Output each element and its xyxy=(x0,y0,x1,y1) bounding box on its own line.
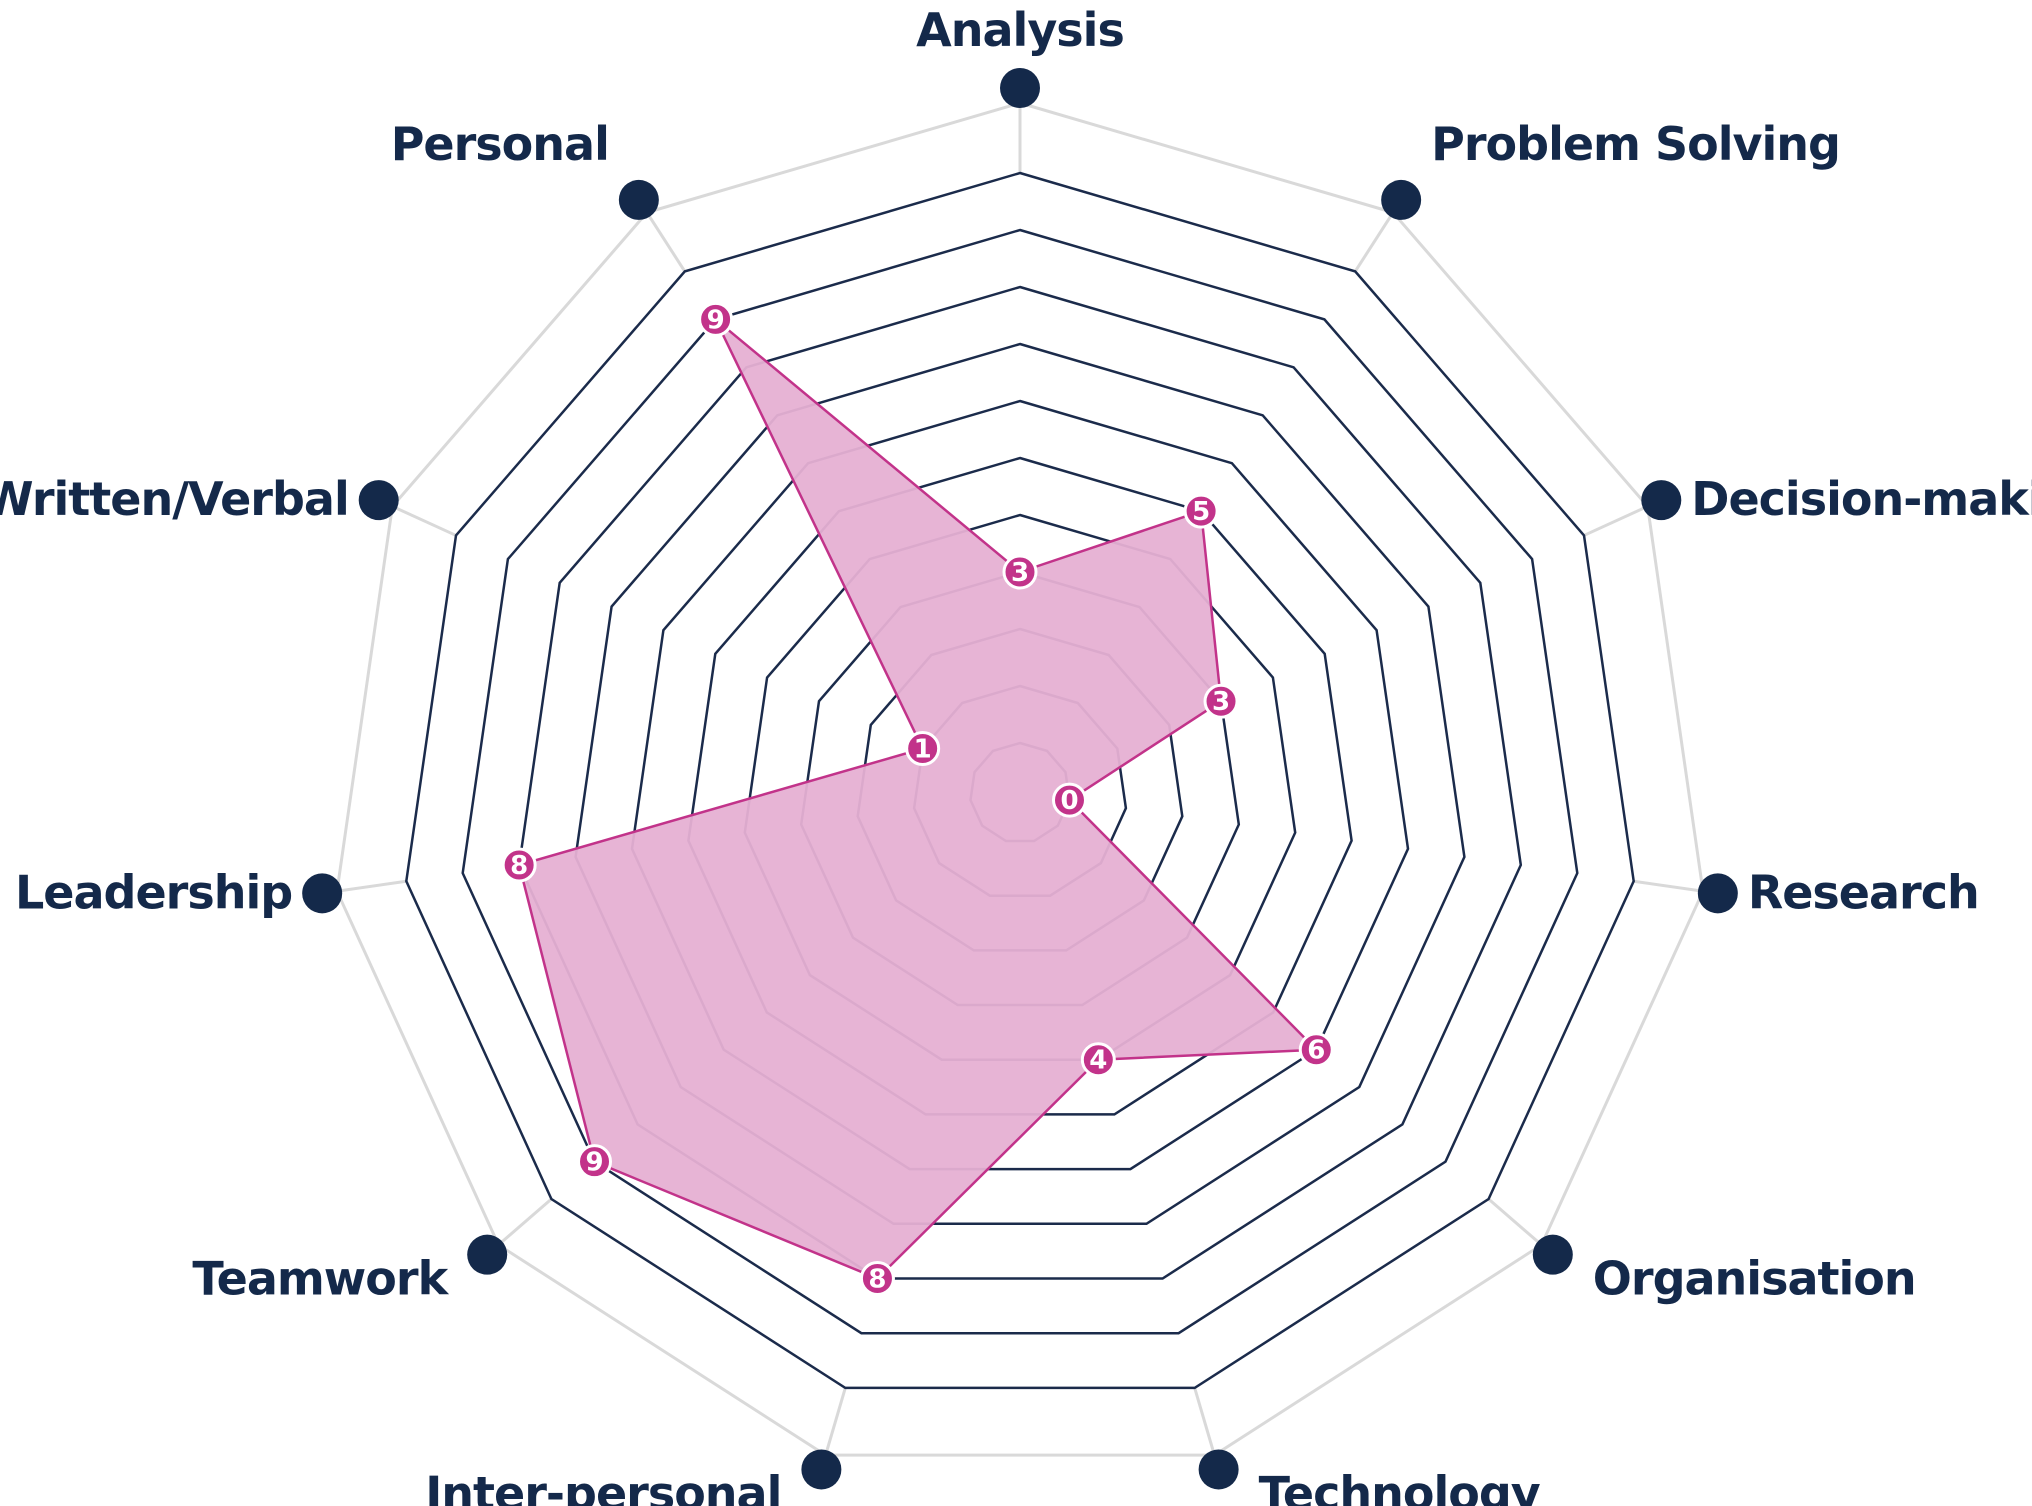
data-point: 8 xyxy=(859,1261,895,1297)
axis-dot-organisation xyxy=(1532,1234,1573,1275)
data-point-value-label: 0 xyxy=(1060,786,1078,816)
axis-labels: Analysis Problem Solving Decision-making Re… xyxy=(0,3,2032,1506)
axis-dot-written-verbal xyxy=(358,480,399,521)
data-point-marker xyxy=(1002,554,1038,590)
data-markers: 3 5 3 0 6 4 8 9 8 1 9 xyxy=(501,301,1334,1297)
data-point: 8 xyxy=(501,847,537,883)
data-point: 0 xyxy=(1051,782,1087,818)
data-point: 9 xyxy=(577,1144,613,1180)
grid-ring-8 xyxy=(517,285,1523,1280)
data-point-marker xyxy=(1080,1042,1116,1078)
data-point-value-label: 5 xyxy=(1192,497,1210,527)
grid-ring-10 xyxy=(405,171,1635,1390)
axis-label-teamwork: Teamwork xyxy=(192,1252,449,1306)
data-point-value-label: 6 xyxy=(1307,1036,1325,1066)
axis-dot-leadership xyxy=(302,873,343,914)
outer-ring-polygon xyxy=(335,101,1705,1457)
data-point: 3 xyxy=(1002,554,1038,590)
axis-dots xyxy=(302,68,1738,1490)
axis-label-analysis: Analysis xyxy=(916,3,1124,57)
data-point-marker xyxy=(1298,1032,1334,1068)
data-point-value-label: 1 xyxy=(914,735,932,765)
grid-ring-9 xyxy=(461,228,1579,1335)
data-point: 4 xyxy=(1080,1042,1116,1078)
axis-dot-decision-making xyxy=(1641,480,1682,521)
axis-dot-teamwork xyxy=(467,1234,508,1275)
data-point: 3 xyxy=(1203,683,1239,719)
axis-dot-analysis xyxy=(1000,68,1040,108)
data-point: 1 xyxy=(905,731,941,767)
axis-label-inter-personal: Inter-personal xyxy=(425,1466,781,1506)
axis-dot-technology xyxy=(1198,1449,1239,1490)
data-point-value-label: 3 xyxy=(1011,558,1029,588)
data-point-marker xyxy=(1051,782,1087,818)
data-point-value-label: 9 xyxy=(585,1148,603,1178)
axis-label-problem-solving: Problem Solving xyxy=(1431,117,1840,171)
outer-ring xyxy=(335,101,1705,1457)
axis-dot-inter-personal xyxy=(801,1449,842,1490)
axis-dot-personal xyxy=(618,179,659,220)
series-area xyxy=(517,318,1320,1280)
axis-label-leadership: Leadership xyxy=(15,865,292,919)
data-point-value-label: 8 xyxy=(510,851,528,881)
data-point-marker xyxy=(1183,493,1219,529)
grid-ring-7 xyxy=(574,342,1466,1226)
data-point-marker xyxy=(577,1144,613,1180)
series-polygon xyxy=(517,318,1320,1280)
axis-label-decision-making: Decision-making xyxy=(1691,472,2032,526)
axis-label-written-verbal: Written/Verbal xyxy=(0,472,349,526)
data-point-marker xyxy=(698,301,734,337)
data-point: 9 xyxy=(698,301,734,337)
data-point-value-label: 9 xyxy=(707,305,725,335)
data-point: 6 xyxy=(1298,1032,1334,1068)
data-point-value-label: 3 xyxy=(1212,687,1230,717)
axis-dot-research xyxy=(1697,873,1738,914)
data-point-marker xyxy=(501,847,537,883)
data-point-value-label: 8 xyxy=(868,1265,886,1295)
axis-dot-problem-solving xyxy=(1381,179,1422,220)
data-point-marker xyxy=(905,731,941,767)
axis-label-technology: Technology xyxy=(1259,1466,1541,1506)
data-point-marker xyxy=(859,1261,895,1297)
data-point: 5 xyxy=(1183,493,1219,529)
axis-label-organisation: Organisation xyxy=(1593,1252,1916,1306)
axis-label-research: Research xyxy=(1748,865,1979,919)
data-point-value-label: 4 xyxy=(1089,1046,1107,1076)
grid-ring-6 xyxy=(630,399,1410,1171)
axis-label-personal: Personal xyxy=(391,117,609,171)
data-point-marker xyxy=(1203,683,1239,719)
